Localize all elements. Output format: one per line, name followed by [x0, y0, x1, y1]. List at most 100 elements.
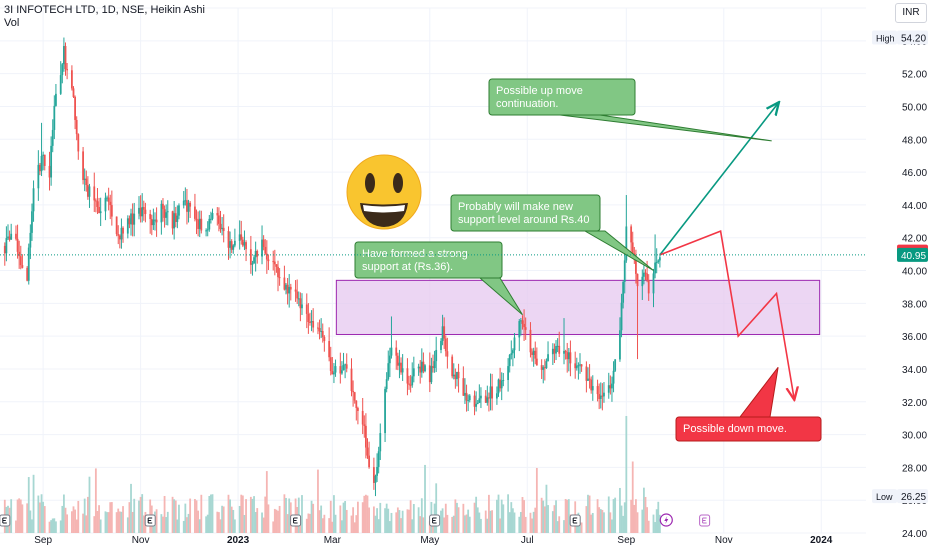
candle-body-144	[323, 336, 326, 342]
volume-bar-143	[321, 518, 324, 533]
volume-bar-45	[104, 511, 107, 533]
volume-bar-147	[331, 521, 334, 533]
volume-bar-42	[96, 510, 99, 533]
candle-body-31	[72, 88, 75, 97]
candle-body-100	[227, 231, 230, 248]
volume-bar-8	[19, 499, 22, 533]
note-possible-down-box	[675, 416, 822, 442]
volume-bar-223	[500, 499, 503, 533]
volume-bar-24	[55, 521, 57, 533]
grid	[0, 7, 866, 534]
volume-bar-251	[564, 498, 567, 533]
note-new-support-box	[450, 194, 601, 232]
volume-bar-274	[614, 497, 617, 533]
candle-body-99	[222, 227, 225, 232]
earnings-icon-glyph	[572, 517, 578, 524]
volume-bar-28	[64, 507, 67, 533]
candle-body-205	[462, 378, 465, 396]
volume-bar-286	[643, 487, 645, 533]
candle-body-166	[374, 475, 377, 483]
candle-body-158	[355, 400, 358, 409]
high-marker-label-bg	[872, 30, 897, 45]
candle-body-217	[488, 397, 490, 399]
candle-body-271	[609, 385, 612, 389]
volume-bar-50	[115, 512, 118, 533]
candle-body-101	[229, 241, 231, 248]
candle-body-50	[115, 216, 118, 235]
volume-bar-74	[166, 511, 169, 533]
candle-body-154	[345, 364, 348, 369]
candle-body-283	[635, 259, 637, 274]
volume-bar-49	[110, 502, 113, 533]
candle-body-105	[238, 234, 241, 241]
candle-body-59	[133, 213, 136, 225]
candle-body-121	[273, 261, 276, 265]
volume-bar-177	[398, 510, 401, 533]
volume-bar-217	[488, 494, 490, 533]
volume-bar-10	[26, 503, 29, 533]
candle-body-222	[499, 379, 502, 389]
volume-bar-60	[138, 500, 140, 533]
candle-body-85	[194, 206, 196, 219]
volume-bar-126	[285, 497, 287, 533]
volume-bar-262	[588, 495, 591, 533]
earnings-icon-glyph	[2, 517, 7, 524]
candle-body-107	[241, 239, 244, 246]
forecast-down-arrow	[659, 229, 794, 398]
candle-body-181	[408, 383, 410, 385]
volume-bar-280	[630, 499, 633, 533]
currency-button[interactable]: INR	[895, 3, 927, 23]
volume-bar-216	[486, 518, 489, 533]
candle-body-139	[312, 321, 315, 328]
volume-bar-54	[122, 506, 124, 533]
volume-bar-103	[232, 509, 235, 533]
high-marker-value-bg	[897, 30, 928, 45]
candle-body-117	[264, 246, 267, 254]
candle-body-108	[243, 242, 246, 246]
candle-body-155	[350, 368, 353, 391]
candle-body-192	[432, 366, 434, 369]
candle-body-167	[376, 466, 378, 476]
candle-body-294	[658, 257, 661, 261]
volume-bar-32	[74, 509, 76, 533]
candle-body-238	[534, 350, 537, 359]
volume-bar-208	[467, 509, 470, 533]
candle-body-151	[341, 370, 343, 374]
y-tick-label-13: 50.00	[902, 102, 927, 113]
candle-body-44	[99, 211, 102, 214]
volume-bar-158	[355, 515, 358, 533]
volume-bar-51	[117, 508, 120, 533]
chart-header: 3I INFOTECH LTD, 1D, NSE, Heikin Ashi Vo…	[4, 4, 205, 30]
volume-bar-122	[275, 509, 278, 533]
candle-body-259	[580, 364, 583, 367]
candle-body-213	[478, 398, 481, 403]
candle-body-116	[262, 239, 265, 247]
volume-bar-236	[531, 518, 533, 533]
last-price-marker-value-bg	[897, 247, 928, 262]
volume-bar-55	[126, 517, 129, 533]
volume-bar-263	[590, 514, 593, 533]
volume-bar-93	[210, 494, 212, 533]
candle-body-26	[61, 64, 64, 76]
candle-body-162	[364, 425, 367, 448]
candle-body-61	[139, 207, 142, 217]
candle-body-232	[521, 320, 524, 324]
volume-bar-12	[29, 510, 32, 533]
candle-body-113	[254, 250, 257, 258]
candle-body-235	[529, 329, 532, 353]
candle-body-90	[205, 230, 208, 232]
volume-bar-232	[521, 497, 524, 533]
volume-bar-128	[288, 498, 291, 533]
candle-body-34	[77, 134, 80, 152]
volume-bar-108	[243, 515, 246, 533]
volume-bar-84	[189, 498, 192, 533]
candle-body-262	[588, 378, 591, 380]
candle-body-214	[480, 395, 482, 399]
volume-bar-167	[376, 508, 378, 533]
volume-bar-200	[451, 516, 454, 533]
candle-body-230	[518, 321, 521, 338]
volume-bar-278	[623, 502, 626, 533]
volume-bar-46	[106, 512, 108, 533]
